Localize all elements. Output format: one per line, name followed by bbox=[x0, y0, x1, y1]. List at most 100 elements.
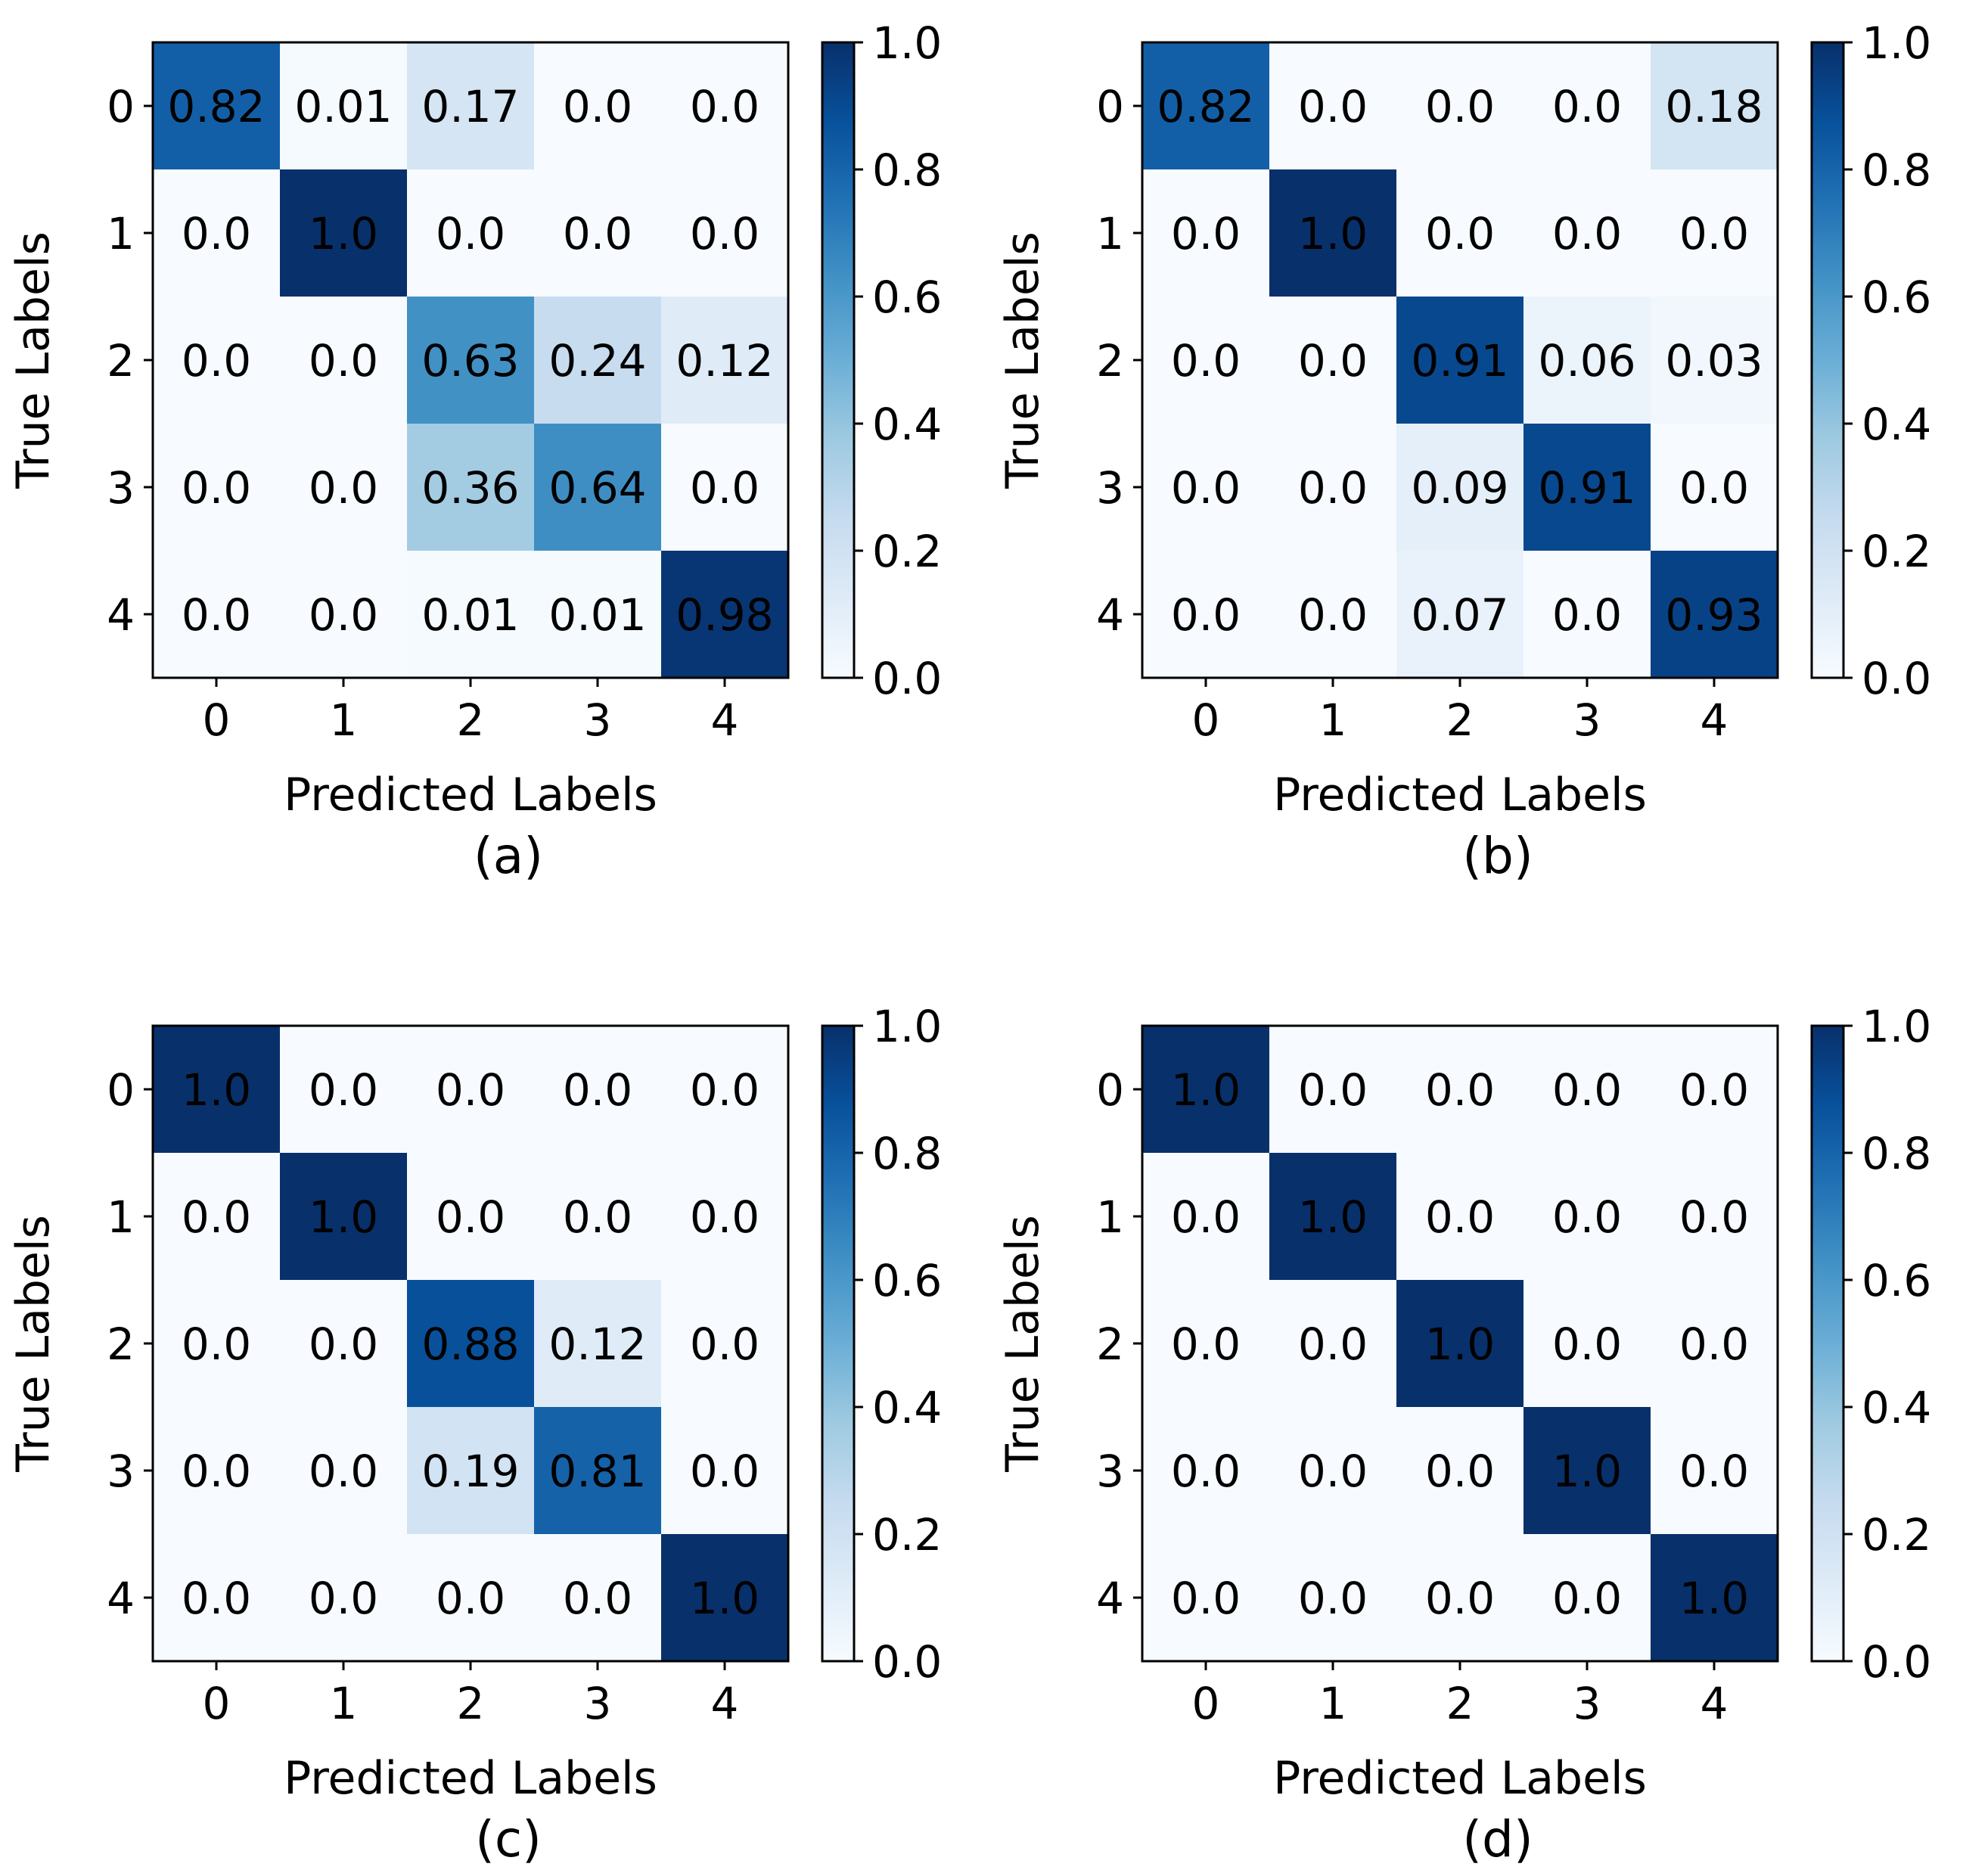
cell-value-label: 0.09 bbox=[1411, 462, 1508, 514]
colorbar-gradient bbox=[822, 1026, 854, 1661]
x-tick-label: 2 bbox=[457, 694, 485, 746]
heatmap-cell bbox=[534, 42, 662, 170]
y-tick-label: 1 bbox=[1096, 1191, 1124, 1243]
heatmap-cell bbox=[280, 42, 408, 170]
heatmap-cell bbox=[1269, 169, 1397, 297]
panel-c: 1.0 0.0 0.0 0.0 0.0 0.0 1.0 0.0 0.0 0.0 0.0 0.0 0.88… bbox=[7, 1001, 942, 1868]
heatmap-cell bbox=[280, 424, 408, 551]
y-tick-label: 0 bbox=[1096, 81, 1124, 132]
heatmap-cell bbox=[534, 551, 662, 679]
heatmap-cell bbox=[1651, 1407, 1778, 1535]
x-tick-label: 2 bbox=[1446, 1678, 1474, 1729]
colorbar-tick-label: 1.0 bbox=[872, 1001, 942, 1052]
colorbar-tick-label: 0.4 bbox=[872, 399, 942, 450]
x-tick-label: 0 bbox=[203, 694, 231, 746]
cell-value-label: 1.0 bbox=[309, 1191, 378, 1243]
cell-value-label: 0.0 bbox=[1171, 462, 1241, 514]
colorbar-tick-label: 0.0 bbox=[1862, 653, 1931, 704]
cell-value-label: 0.0 bbox=[1552, 589, 1622, 641]
heatmap-cell bbox=[1396, 551, 1524, 679]
heatmap-cell bbox=[1142, 169, 1270, 297]
heatmap-cell bbox=[1142, 42, 1270, 170]
panel-d: 1.0 0.0 0.0 0.0 0.0 0.0 1.0 0.0 0.0 0.0 0.0 0.0 1.0 0… bbox=[996, 1001, 1931, 1868]
heatmap-cell bbox=[1396, 424, 1524, 551]
heatmap-cell bbox=[407, 1026, 535, 1154]
heatmap-cell bbox=[153, 1026, 281, 1154]
cell-value-label: 0.0 bbox=[1171, 208, 1241, 259]
x-tick-label: 2 bbox=[1446, 694, 1474, 746]
cell-value-label: 0.0 bbox=[1171, 1446, 1241, 1497]
heatmap-cell bbox=[280, 1280, 408, 1408]
colorbar-tick-label: 0.4 bbox=[1862, 1382, 1931, 1433]
heatmap-cell bbox=[661, 1153, 789, 1281]
heatmap-cell bbox=[661, 42, 789, 170]
cell-value-label: 0.0 bbox=[436, 1191, 505, 1243]
cell-value-label: 0.0 bbox=[1552, 1318, 1622, 1370]
cell-value-label: 0.0 bbox=[1552, 1064, 1622, 1116]
heatmap-cell bbox=[407, 297, 535, 424]
cell-value-label: 0.0 bbox=[690, 1446, 759, 1497]
cell-value-label: 0.63 bbox=[421, 335, 519, 387]
colorbar-tick-label: 0.0 bbox=[872, 653, 942, 704]
cell-value-label: 0.0 bbox=[1425, 1446, 1495, 1497]
heatmap-cell bbox=[1396, 1153, 1524, 1281]
y-tick-label: 3 bbox=[107, 462, 135, 514]
heatmap-cell bbox=[1651, 551, 1778, 679]
cell-value-label: 1.0 bbox=[309, 208, 378, 259]
cell-value-label: 0.0 bbox=[690, 462, 759, 514]
heatmap-cell bbox=[1523, 42, 1651, 170]
heatmap-cell bbox=[534, 1407, 662, 1535]
heatmap-cell bbox=[1396, 297, 1524, 424]
heatmap-cell bbox=[661, 297, 789, 424]
cell-value-label: 0.0 bbox=[309, 1573, 378, 1624]
heatmap-cell bbox=[1523, 1534, 1651, 1662]
cell-value-label: 0.0 bbox=[182, 208, 251, 259]
heatmap-cell bbox=[534, 169, 662, 297]
heatmap-cell bbox=[153, 551, 281, 679]
colorbar-tick-label: 0.2 bbox=[872, 1509, 942, 1561]
cell-value-label: 0.0 bbox=[1425, 1573, 1495, 1624]
colorbar-tick-label: 0.6 bbox=[872, 272, 942, 323]
x-tick-label: 4 bbox=[711, 694, 739, 746]
cell-value-label: 0.0 bbox=[563, 1191, 632, 1243]
cell-value-label: 0.0 bbox=[1552, 208, 1622, 259]
cell-value-label: 0.82 bbox=[167, 81, 265, 132]
heatmap-cell bbox=[407, 551, 535, 679]
heatmap-cell bbox=[1269, 1280, 1397, 1408]
heatmap-cell bbox=[534, 1280, 662, 1408]
heatmap-cell bbox=[153, 1534, 281, 1662]
panel-caption: (a) bbox=[474, 827, 543, 885]
heatmap-cell bbox=[1269, 424, 1397, 551]
heatmap-cell bbox=[1269, 1026, 1397, 1154]
x-tick-label: 3 bbox=[584, 1678, 612, 1729]
heatmap-cell bbox=[1142, 1026, 1270, 1154]
heatmap-cell bbox=[661, 1026, 789, 1154]
heatmap-cell bbox=[1651, 42, 1778, 170]
heatmap-cell bbox=[407, 1153, 535, 1281]
cell-value-label: 0.0 bbox=[1298, 1064, 1368, 1116]
colorbar-tick-label: 0.2 bbox=[1862, 1509, 1931, 1561]
heatmap-cell bbox=[534, 424, 662, 551]
y-axis-title: True Labels bbox=[996, 1215, 1049, 1473]
x-axis-title: Predicted Labels bbox=[284, 769, 657, 822]
cell-value-label: 0.07 bbox=[1411, 589, 1508, 641]
cell-value-label: 0.0 bbox=[1171, 1318, 1241, 1370]
heatmap-cell bbox=[661, 1407, 789, 1535]
heatmap-cell bbox=[1142, 1153, 1270, 1281]
cell-value-label: 1.0 bbox=[182, 1064, 251, 1116]
cell-value-label: 0.17 bbox=[421, 81, 519, 132]
cell-value-label: 0.0 bbox=[1679, 208, 1749, 259]
cell-value-label: 0.0 bbox=[563, 1064, 632, 1116]
cell-value-label: 0.01 bbox=[421, 589, 519, 641]
colorbar-tick-label: 0.4 bbox=[872, 1382, 942, 1433]
x-tick-label: 0 bbox=[203, 1678, 231, 1729]
colorbar-tick-label: 0.6 bbox=[1862, 272, 1931, 323]
heatmap-cell bbox=[153, 1280, 281, 1408]
heatmap-cell bbox=[1651, 1534, 1778, 1662]
cell-value-label: 0.0 bbox=[1552, 1573, 1622, 1624]
colorbar-tick-label: 1.0 bbox=[1862, 17, 1931, 69]
cell-value-label: 0.88 bbox=[421, 1318, 519, 1370]
y-axis-title: True Labels bbox=[7, 231, 60, 489]
cell-value-label: 0.0 bbox=[1171, 589, 1241, 641]
